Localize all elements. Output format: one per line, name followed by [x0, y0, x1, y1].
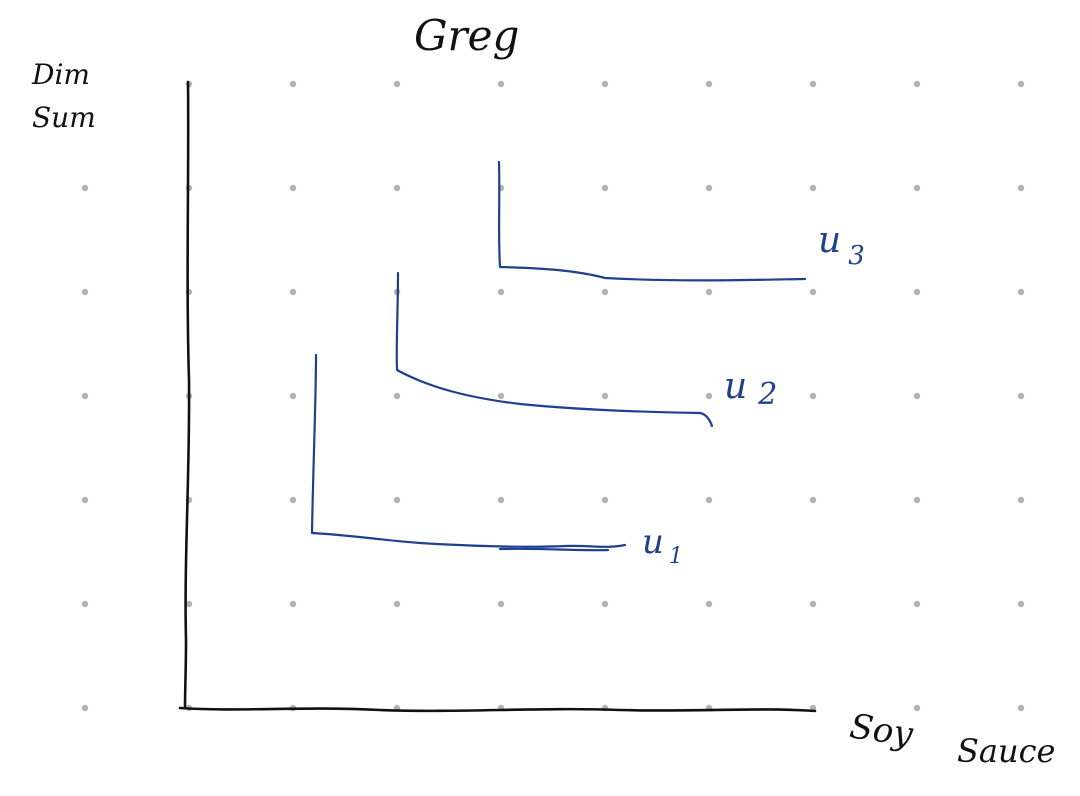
grid-dot	[289, 392, 297, 400]
y-axis-label-line2: Sum	[32, 101, 96, 134]
grid-dot	[1017, 600, 1025, 608]
grid-dot	[705, 392, 713, 400]
curve-label-u3: u 3	[818, 220, 865, 271]
grid-dot	[393, 184, 401, 192]
grid-dot	[705, 496, 713, 504]
grid-dot	[809, 80, 817, 88]
x-axis-label-line1: Soy	[847, 706, 916, 754]
grid-dot	[809, 184, 817, 192]
grid-dot	[601, 392, 609, 400]
grid-dot	[913, 80, 921, 88]
grid-dot	[81, 184, 89, 192]
y-axis	[183, 80, 191, 710]
curve-label-u3-subscript: 3	[848, 241, 865, 271]
grid-dot	[393, 496, 401, 504]
grid-dot	[705, 288, 713, 296]
grid-dot	[289, 80, 297, 88]
curve-label-u1: u 1	[642, 522, 683, 569]
grid-dot	[809, 496, 817, 504]
grid-dot	[809, 288, 817, 296]
grid-dot	[1017, 392, 1025, 400]
grid-dot	[289, 600, 297, 608]
grid-dot	[705, 600, 713, 608]
grid-dot	[913, 184, 921, 192]
grid-dot	[601, 80, 609, 88]
grid-dot	[601, 600, 609, 608]
curve-label-u2-subscript: 2	[757, 377, 777, 412]
grid-dot	[289, 288, 297, 296]
grid-dot	[81, 704, 89, 712]
grid-dot	[601, 288, 609, 296]
indifference-curve-u1-retrace	[498, 547, 610, 552]
grid-dot	[497, 496, 505, 504]
grid-dot	[1017, 80, 1025, 88]
curve-label-u1-subscript: 1	[669, 544, 683, 569]
grid-dot	[913, 392, 921, 400]
grid-dot	[289, 496, 297, 504]
grid-dot	[1017, 704, 1025, 712]
curve-label-u1-letter: u	[642, 522, 664, 562]
x-axis-label-line2: Sauce	[957, 732, 1055, 770]
grid-dot	[393, 600, 401, 608]
grid-dot	[601, 184, 609, 192]
indifference-curve-u1	[310, 353, 627, 548]
grid-dot	[809, 392, 817, 400]
grid-dot	[1017, 288, 1025, 296]
diagram-title: Greg	[414, 11, 519, 60]
grid-dot	[913, 600, 921, 608]
grid-dot	[601, 496, 609, 504]
grid-dot	[809, 600, 817, 608]
indifference-curve-u3	[497, 160, 807, 282]
curve-label-u3-letter: u	[818, 220, 841, 261]
grid-dot	[289, 184, 297, 192]
grid-dot	[913, 288, 921, 296]
y-axis-label-line1: Dim	[31, 58, 90, 91]
dot-grid	[81, 80, 1025, 712]
indifference-curve-u2	[395, 271, 714, 428]
grid-dot	[81, 288, 89, 296]
grid-dot	[185, 600, 193, 608]
grid-dot	[705, 80, 713, 88]
grid-dot	[1017, 496, 1025, 504]
curve-label-u2-letter: u	[724, 366, 747, 407]
x-axis	[178, 706, 817, 713]
grid-dot	[913, 704, 921, 712]
grid-dot	[497, 80, 505, 88]
grid-dot	[393, 80, 401, 88]
grid-dot	[393, 392, 401, 400]
grid-dot	[913, 496, 921, 504]
grid-dot	[497, 600, 505, 608]
grid-dot	[81, 392, 89, 400]
grid-dot	[81, 496, 89, 504]
grid-dot	[497, 392, 505, 400]
grid-dot	[705, 184, 713, 192]
grid-dot	[497, 288, 505, 296]
grid-dot	[1017, 184, 1025, 192]
grid-dot	[81, 600, 89, 608]
curve-label-u2: u 2	[724, 366, 777, 412]
